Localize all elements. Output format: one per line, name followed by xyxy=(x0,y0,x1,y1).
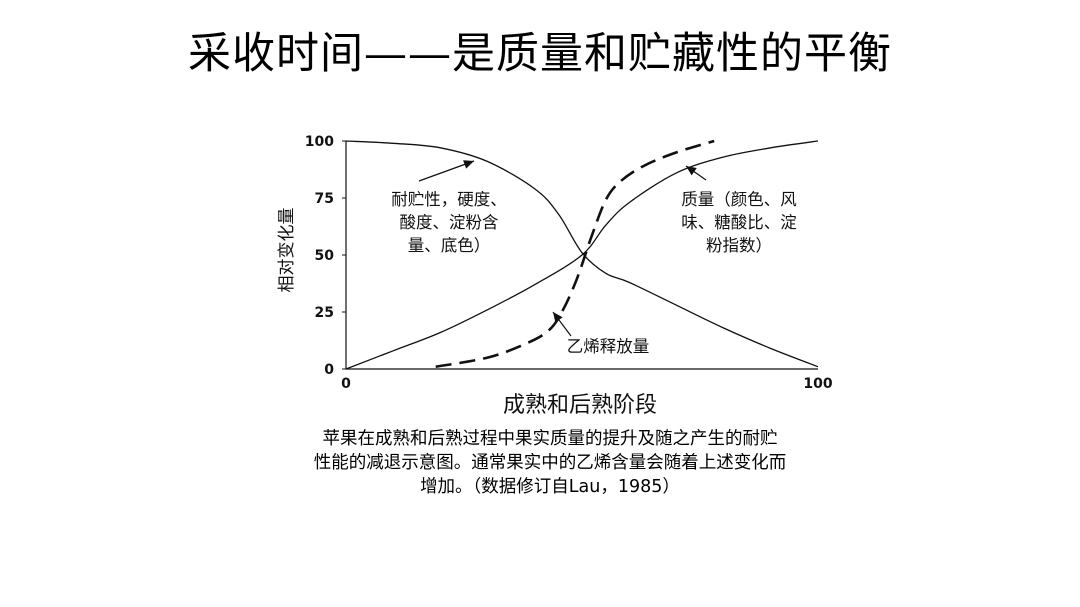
annotation-label: 味、糖酸比、淀 xyxy=(681,213,797,232)
x-tick-label: 0 xyxy=(341,376,351,392)
annotation-label: 乙烯释放量 xyxy=(567,337,650,356)
caption-line: 苹果在成熟和后熟过程中果实质量的提升及随之产生的耐贮 xyxy=(322,429,778,449)
caption-line: 性能的减退示意图。通常果实中的乙烯含量会随着上述变化而 xyxy=(313,453,787,473)
series-line-3 xyxy=(435,139,715,368)
annotation-label: 粉指数） xyxy=(706,236,772,255)
slide-title: 采收时间——是质量和贮藏性的平衡 xyxy=(188,29,892,79)
annotation-arrow-head xyxy=(553,312,563,323)
annotation-label: 量、底色） xyxy=(408,236,491,255)
series-line-2 xyxy=(345,140,819,370)
y-axis-label: 相对变化量 xyxy=(277,208,297,293)
y-tick-label: 75 xyxy=(315,191,334,207)
annotation-arrow-head xyxy=(686,166,697,176)
figure-caption: 苹果在成熟和后熟过程中果实质量的提升及随之产生的耐贮 性能的减退示意图。通常果实… xyxy=(270,427,830,499)
series-line-1 xyxy=(345,140,819,368)
y-tick-label: 50 xyxy=(315,248,335,264)
x-axis-label: 成熟和后熟阶段 xyxy=(503,393,657,418)
annotation-label: 耐贮性，硬度、 xyxy=(391,190,507,209)
chart-axes: 0 25 50 75 100 0 100 成熟和后熟阶段 相对变化量 xyxy=(277,134,833,418)
y-tick-label: 25 xyxy=(315,305,334,321)
annotation-label: 酸度、淀粉含 xyxy=(400,213,499,232)
chart-series xyxy=(345,139,819,370)
annotation-arrow-head xyxy=(463,160,474,169)
annotation-label: 质量（颜色、风 xyxy=(681,190,797,209)
caption-line: 增加。（数据修订自Lau，1985） xyxy=(420,477,680,497)
x-tick-label: 100 xyxy=(803,376,832,392)
y-tick-label: 0 xyxy=(324,362,334,378)
y-tick-label: 100 xyxy=(305,134,334,150)
